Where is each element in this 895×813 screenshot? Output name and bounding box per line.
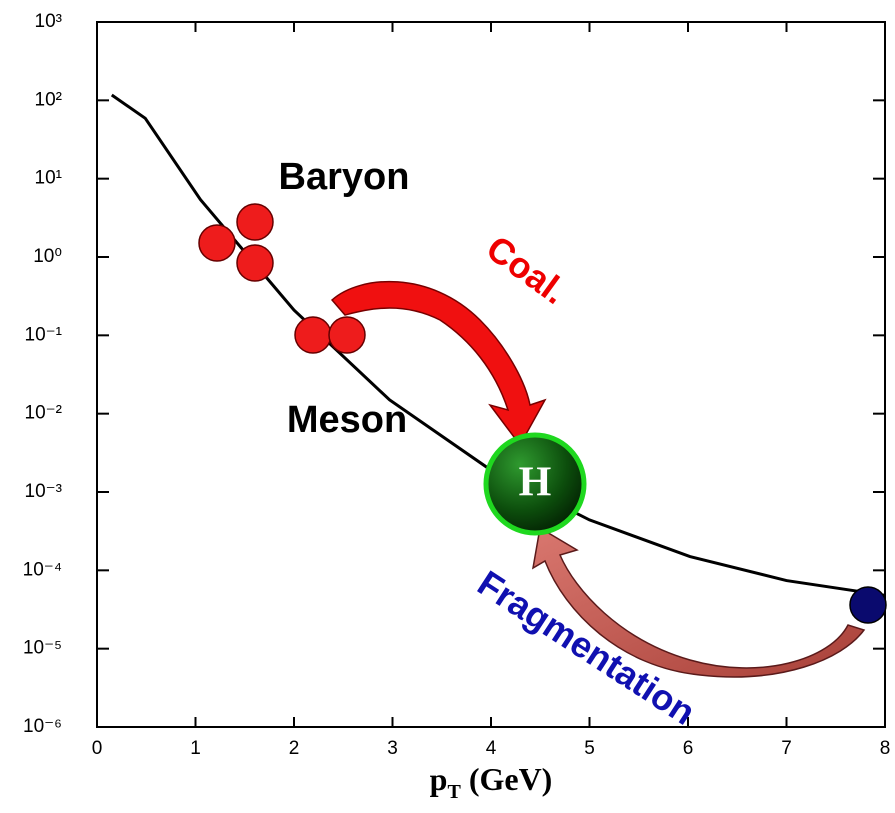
x-tick-label: 6 (683, 738, 694, 759)
y-tick-label: 10⁻² (25, 403, 63, 424)
quark (237, 245, 273, 281)
x-axis-label: pT (GeV) (430, 761, 553, 803)
y-tick-label: 10¹ (35, 168, 62, 189)
x-tick-label: 4 (486, 738, 497, 759)
annotation: Fragmentation (471, 562, 703, 733)
x-tick-label: 8 (880, 738, 891, 759)
y-tick-label: 10⁻³ (25, 481, 63, 502)
y-tick-label: 10³ (35, 11, 62, 32)
x-tick-label: 0 (92, 738, 103, 759)
x-tick-label: 2 (289, 738, 300, 759)
x-tick-label: 3 (387, 738, 398, 759)
annotation: Meson (287, 399, 407, 441)
quark (295, 317, 331, 353)
x-tick-label: 7 (781, 738, 792, 759)
x-tick-label: 1 (190, 738, 201, 759)
chart: 0 1 2 3 4 5 6 7 8 10⁻⁶ 10⁻⁵ 10⁻⁴ 10⁻³ 10⁻² 10⁻¹ 10⁰ 10¹ 1… (0, 0, 895, 813)
quark (237, 204, 273, 240)
y-tick-label: 10⁰ (33, 246, 62, 267)
plot-frame (97, 22, 885, 727)
hadron-label: H (519, 460, 552, 506)
x-label-rest: (GeV) (461, 761, 553, 797)
y-tick-label: 10⁻⁵ (23, 638, 62, 659)
quark (199, 225, 235, 261)
quark (329, 317, 365, 353)
x-tick-label: 5 (584, 738, 595, 759)
y-tick-label: 10⁻⁶ (23, 716, 62, 737)
page: 0 1 2 3 4 5 6 7 8 10⁻⁶ 10⁻⁵ 10⁻⁴ 10⁻³ 10⁻² 10⁻¹ 10⁰ 10¹ 1… (0, 0, 895, 813)
y-tick-label: 10⁻⁴ (23, 559, 62, 580)
x-label-main: p (430, 761, 448, 797)
x-label-sub: T (447, 781, 461, 803)
parton (850, 587, 886, 623)
ticks: 0 1 2 3 4 5 6 7 8 10⁻⁶ 10⁻⁵ 10⁻⁴ 10⁻³ 10⁻² 10⁻¹ 10⁰ 10¹ 1… (23, 11, 891, 759)
y-tick-label: 10⁻¹ (25, 324, 63, 345)
annotation: Coal. (479, 227, 574, 312)
annotation: Baryon (279, 156, 410, 198)
y-tick-label: 10² (35, 89, 62, 110)
